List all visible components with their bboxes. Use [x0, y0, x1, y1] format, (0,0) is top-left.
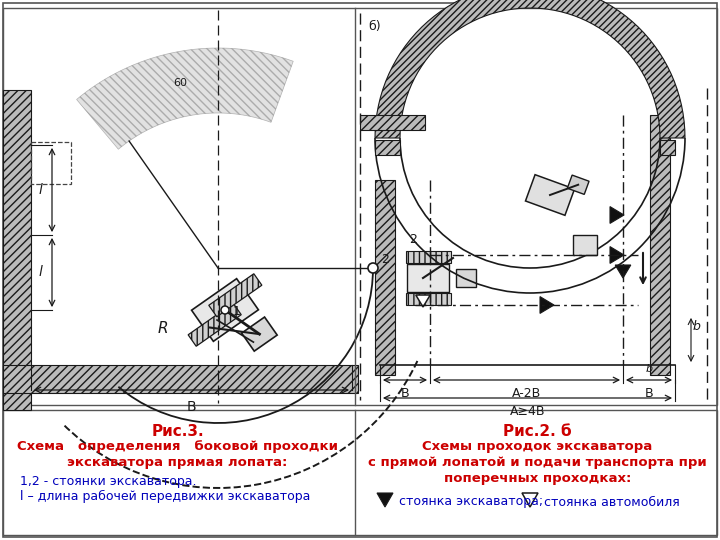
Text: Рис.2. б: Рис.2. б [503, 424, 572, 439]
Bar [650, 115, 670, 375]
Text: 1,2 - стоянки экскаватора.: 1,2 - стоянки экскаватора. [20, 475, 197, 488]
Text: с прямой лопатой и подачи транспорта при: с прямой лопатой и подачи транспорта при [368, 456, 707, 469]
Text: 2: 2 [381, 253, 389, 266]
Polygon shape [456, 269, 476, 287]
Polygon shape [610, 247, 624, 264]
Bar [3, 90, 31, 410]
Text: экскаватора прямая лопата:: экскаватора прямая лопата: [67, 456, 288, 469]
Polygon shape [405, 293, 451, 305]
Polygon shape [610, 207, 624, 224]
Text: B: B [644, 387, 653, 400]
Text: B: B [186, 400, 197, 414]
Bar [573, 235, 597, 255]
Text: Схемы проходок экскаватора: Схемы проходок экскаватора [423, 440, 652, 453]
Circle shape [221, 306, 229, 314]
Text: l: l [38, 265, 42, 279]
Bar [3, 8, 717, 405]
Text: b: b [693, 320, 701, 333]
Text: 60: 60 [174, 78, 187, 89]
Polygon shape [540, 296, 554, 313]
Polygon shape [567, 175, 589, 194]
Text: b: b [645, 364, 652, 374]
Text: стоянка экскаватора;: стоянка экскаватора; [399, 496, 543, 509]
Polygon shape [209, 274, 262, 317]
Bar [360, 115, 425, 130]
Text: A≥4B: A≥4B [510, 405, 545, 418]
Polygon shape [242, 317, 277, 351]
Text: Рис.3.: Рис.3. [151, 424, 204, 439]
Polygon shape [526, 174, 575, 215]
Text: поперечных проходках:: поперечных проходках: [444, 472, 631, 485]
Text: B: B [401, 387, 409, 400]
Bar [31, 142, 71, 184]
Text: 1: 1 [233, 305, 241, 318]
Text: l: l [38, 183, 42, 197]
Bar [3, 410, 717, 535]
Bar [375, 140, 400, 155]
Text: A-2B: A-2B [512, 387, 541, 400]
Circle shape [368, 263, 378, 273]
Polygon shape [407, 264, 449, 292]
Bar [3, 365, 358, 393]
Text: R: R [158, 321, 168, 336]
Polygon shape [188, 303, 241, 346]
Polygon shape [375, 0, 685, 138]
Bar [375, 180, 395, 375]
Polygon shape [192, 279, 258, 341]
Polygon shape [405, 251, 451, 263]
Polygon shape [522, 493, 538, 507]
Text: б): б) [368, 20, 381, 33]
Polygon shape [416, 295, 431, 307]
Text: l – длина рабочей передвижки экскаватора: l – длина рабочей передвижки экскаватора [20, 490, 310, 503]
Text: 2: 2 [409, 233, 417, 246]
Text: стоянка автомобиля: стоянка автомобиля [544, 496, 680, 509]
Polygon shape [76, 48, 293, 149]
Text: Схема   определения   боковой проходки: Схема определения боковой проходки [17, 440, 338, 453]
Bar [660, 140, 675, 155]
Polygon shape [615, 265, 631, 278]
Polygon shape [377, 493, 393, 507]
